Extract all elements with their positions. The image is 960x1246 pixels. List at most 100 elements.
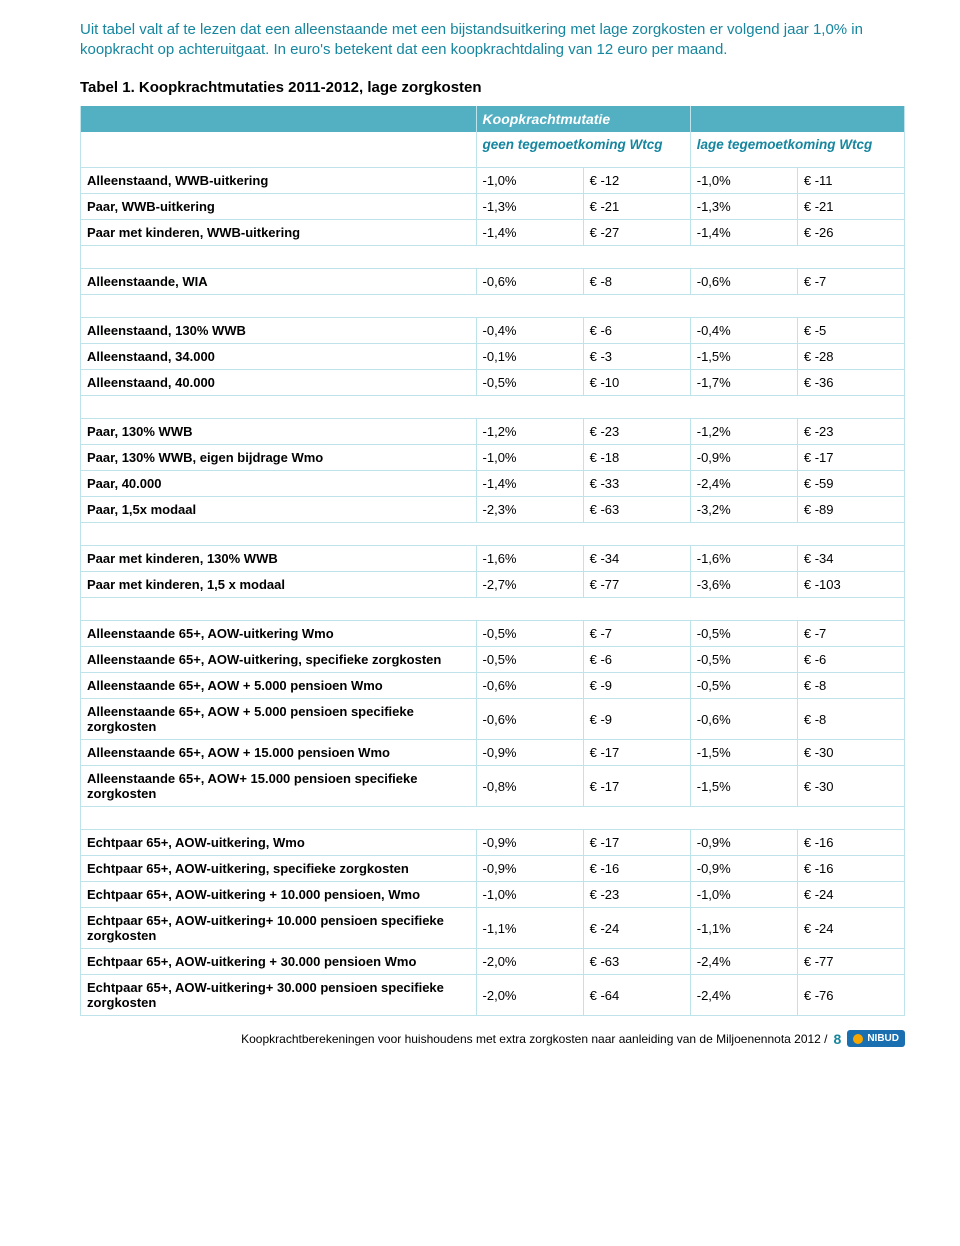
spacer-row bbox=[81, 523, 905, 546]
koopkracht-table: Koopkrachtmutatie geen tegemoetkoming Wt… bbox=[80, 106, 905, 1017]
row-label: Alleenstaand, 40.000 bbox=[81, 370, 477, 396]
row-value: -0,5% bbox=[476, 621, 583, 647]
row-value: -0,4% bbox=[476, 318, 583, 344]
row-value: € -63 bbox=[583, 497, 690, 523]
row-value: € -33 bbox=[583, 471, 690, 497]
subheader-lage: lage tegemoetkoming Wtcg bbox=[690, 132, 904, 168]
row-label: Alleenstaand, 34.000 bbox=[81, 344, 477, 370]
table-row: Echtpaar 65+, AOW-uitkering + 10.000 pen… bbox=[81, 882, 905, 908]
row-value: -1,0% bbox=[476, 168, 583, 194]
row-value: -0,6% bbox=[476, 269, 583, 295]
table-row: Alleenstaande 65+, AOW+ 15.000 pensioen … bbox=[81, 766, 905, 807]
table-body: Alleenstaand, WWB-uitkering-1,0%€ -12-1,… bbox=[81, 168, 905, 1016]
row-label: Echtpaar 65+, AOW-uitkering+ 10.000 pens… bbox=[81, 908, 477, 949]
row-value: -0,6% bbox=[476, 699, 583, 740]
header-empty-right bbox=[690, 106, 904, 132]
row-value: € -77 bbox=[583, 572, 690, 598]
row-value: -1,0% bbox=[690, 168, 797, 194]
row-value: -0,9% bbox=[690, 445, 797, 471]
row-value: € -23 bbox=[797, 419, 904, 445]
row-value: -0,8% bbox=[476, 766, 583, 807]
row-value: € -23 bbox=[583, 882, 690, 908]
row-value: € -16 bbox=[583, 856, 690, 882]
header-koopkrachtmutatie: Koopkrachtmutatie bbox=[476, 106, 690, 132]
intro-paragraph: Uit tabel valt af te lezen dat een allee… bbox=[80, 20, 905, 61]
row-value: -2,0% bbox=[476, 975, 583, 1016]
row-value: € -8 bbox=[583, 269, 690, 295]
subheader-geen: geen tegemoetkoming Wtcg bbox=[476, 132, 690, 168]
row-value: € -8 bbox=[797, 699, 904, 740]
table-row: Echtpaar 65+, AOW-uitkering, specifieke … bbox=[81, 856, 905, 882]
table-row: Paar, 1,5x modaal-2,3%€ -63-3,2%€ -89 bbox=[81, 497, 905, 523]
row-value: -0,5% bbox=[476, 647, 583, 673]
row-value: € -77 bbox=[797, 949, 904, 975]
row-value: € -17 bbox=[583, 740, 690, 766]
row-value: € -16 bbox=[797, 830, 904, 856]
row-label: Paar, 40.000 bbox=[81, 471, 477, 497]
row-value: -1,2% bbox=[476, 419, 583, 445]
row-value: -2,4% bbox=[690, 471, 797, 497]
row-value: -1,5% bbox=[690, 766, 797, 807]
table-row: Alleenstaand, WWB-uitkering-1,0%€ -12-1,… bbox=[81, 168, 905, 194]
row-value: € -8 bbox=[797, 673, 904, 699]
row-label: Alleenstaande 65+, AOW + 5.000 pensioen … bbox=[81, 699, 477, 740]
spacer-row bbox=[81, 295, 905, 318]
row-value: -0,6% bbox=[690, 269, 797, 295]
row-value: -0,6% bbox=[690, 699, 797, 740]
row-label: Paar, 1,5x modaal bbox=[81, 497, 477, 523]
row-value: € -24 bbox=[583, 908, 690, 949]
row-value: -2,4% bbox=[690, 949, 797, 975]
table-row: Paar, WWB-uitkering-1,3%€ -21-1,3%€ -21 bbox=[81, 194, 905, 220]
row-value: € -9 bbox=[583, 699, 690, 740]
row-value: -1,3% bbox=[690, 194, 797, 220]
row-value: € -30 bbox=[797, 740, 904, 766]
sun-icon bbox=[853, 1034, 863, 1044]
row-value: € -17 bbox=[797, 445, 904, 471]
row-label: Echtpaar 65+, AOW-uitkering, specifieke … bbox=[81, 856, 477, 882]
badge-text: NIBUD bbox=[867, 1033, 899, 1044]
spacer-row bbox=[81, 246, 905, 269]
row-label: Echtpaar 65+, AOW-uitkering + 10.000 pen… bbox=[81, 882, 477, 908]
subheader-empty bbox=[81, 132, 477, 168]
row-value: -1,0% bbox=[690, 882, 797, 908]
row-value: € -10 bbox=[583, 370, 690, 396]
row-label: Alleenstaande 65+, AOW + 5.000 pensioen … bbox=[81, 673, 477, 699]
table-row: Alleenstaande, WIA-0,6%€ -8-0,6%€ -7 bbox=[81, 269, 905, 295]
row-value: € -63 bbox=[583, 949, 690, 975]
row-value: -0,9% bbox=[476, 856, 583, 882]
row-label: Alleenstaande 65+, AOW+ 15.000 pensioen … bbox=[81, 766, 477, 807]
row-value: € -24 bbox=[797, 882, 904, 908]
row-value: € -76 bbox=[797, 975, 904, 1016]
row-value: € -16 bbox=[797, 856, 904, 882]
row-value: -1,1% bbox=[690, 908, 797, 949]
row-value: -0,9% bbox=[690, 856, 797, 882]
row-value: -1,4% bbox=[476, 471, 583, 497]
row-value: -0,9% bbox=[476, 830, 583, 856]
row-value: € -6 bbox=[797, 647, 904, 673]
row-value: € -18 bbox=[583, 445, 690, 471]
row-value: -0,6% bbox=[476, 673, 583, 699]
row-value: -1,2% bbox=[690, 419, 797, 445]
row-value: -1,7% bbox=[690, 370, 797, 396]
row-value: € -24 bbox=[797, 908, 904, 949]
row-value: € -7 bbox=[583, 621, 690, 647]
table-row: Paar, 130% WWB, eigen bijdrage Wmo-1,0%€… bbox=[81, 445, 905, 471]
row-label: Echtpaar 65+, AOW-uitkering, Wmo bbox=[81, 830, 477, 856]
table-row: Alleenstaand, 34.000-0,1%€ -3-1,5%€ -28 bbox=[81, 344, 905, 370]
row-label: Paar met kinderen, 130% WWB bbox=[81, 546, 477, 572]
table-caption: Tabel 1. Koopkrachtmutaties 2011-2012, l… bbox=[80, 79, 905, 96]
table-row: Alleenstaande 65+, AOW + 5.000 pensioen … bbox=[81, 673, 905, 699]
row-label: Paar, 130% WWB, eigen bijdrage Wmo bbox=[81, 445, 477, 471]
row-label: Paar met kinderen, 1,5 x modaal bbox=[81, 572, 477, 598]
table-row: Alleenstaande 65+, AOW + 15.000 pensioen… bbox=[81, 740, 905, 766]
row-value: € -34 bbox=[583, 546, 690, 572]
spacer-row bbox=[81, 807, 905, 830]
row-value: -1,3% bbox=[476, 194, 583, 220]
table-row: Echtpaar 65+, AOW-uitkering+ 10.000 pens… bbox=[81, 908, 905, 949]
row-value: -0,5% bbox=[476, 370, 583, 396]
row-value: -2,7% bbox=[476, 572, 583, 598]
row-value: -1,6% bbox=[690, 546, 797, 572]
row-label: Paar, 130% WWB bbox=[81, 419, 477, 445]
row-value: € -27 bbox=[583, 220, 690, 246]
table-row: Alleenstaande 65+, AOW-uitkering Wmo-0,5… bbox=[81, 621, 905, 647]
